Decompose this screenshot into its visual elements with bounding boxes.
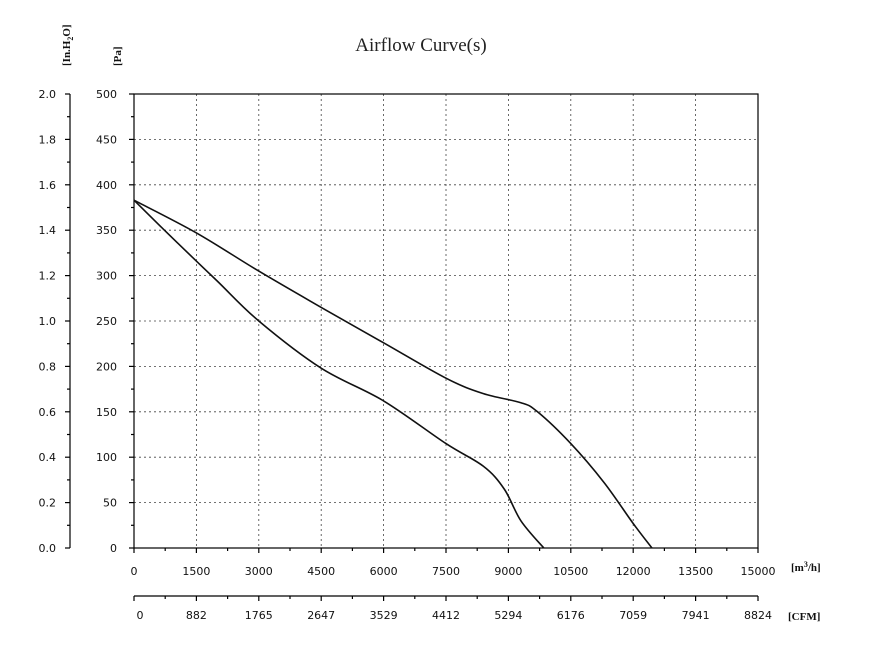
m3h-axis: 0 1500 3000 4500 6000 7500 9000 10500 12000 13500… (131, 548, 776, 578)
m3h-unit-main: [m (791, 562, 804, 574)
cfm-tick-label: 8824 (744, 609, 772, 622)
m3h-tick-label: 7500 (432, 565, 460, 578)
pa-tick-label: 150 (96, 406, 117, 419)
pa-tick-label: 100 (96, 451, 117, 464)
inh2o-unit-main: [In.H (61, 40, 73, 66)
svg-text:[Pa]: [Pa] (112, 46, 124, 66)
inh2o-tick-label: 0.2 (39, 497, 57, 510)
pa-tick-label: 400 (96, 179, 117, 192)
inh2o-tick-label: 1.0 (39, 315, 57, 328)
inh2o-tick-label: 1.8 (39, 133, 57, 146)
cfm-tick-label: 0 (137, 609, 144, 622)
m3h-tick-label: 4500 (307, 565, 335, 578)
inh2o-tick-label: 1.6 (39, 179, 57, 192)
m3h-tick-label: 0 (131, 565, 138, 578)
pa-tick-label: 250 (96, 315, 117, 328)
m3h-unit-sup: 3 (804, 560, 808, 569)
cfm-unit-label: [CFM] (788, 611, 820, 623)
cfm-tick-label: 4412 (432, 609, 460, 622)
inh2o-tick-label: 2.0 (39, 88, 57, 101)
m3h-tick-label: 3000 (245, 565, 273, 578)
inh2o-tick-label: 0.4 (39, 451, 57, 464)
m3h-tick-label: 6000 (370, 565, 398, 578)
cfm-tick-label: 1765 (245, 609, 273, 622)
m3h-unit-label: [m3/h] (791, 560, 821, 574)
inh2o-tick-label: 0.8 (39, 360, 57, 373)
inh2o-tick-label: 0.0 (39, 542, 57, 555)
m3h-tick-label: 1500 (182, 565, 210, 578)
m3h-tick-label: 13500 (678, 565, 713, 578)
pa-tick-label: 450 (96, 133, 117, 146)
inh2o-axis: 0.0 0.2 0.4 0.6 0.8 1.0 1.2 1.4 1.6 1.8 2.0 (39, 88, 71, 555)
m3h-tick-label: 9000 (494, 565, 522, 578)
pa-tick-label: 300 (96, 270, 117, 283)
inh2o-unit-label: [In.H2O] (61, 24, 75, 66)
cfm-tick-label: 5294 (494, 609, 522, 622)
m3h-tick-label: 15000 (741, 565, 776, 578)
airflow-curve-1 (133, 199, 653, 549)
inh2o-unit-end: O] (61, 24, 73, 36)
inh2o-tick-label: 0.6 (39, 406, 57, 419)
cfm-tick-label: 7941 (682, 609, 710, 622)
pa-axis: 0 50 100 150 200 250 300 350 400 450 500 (96, 88, 134, 555)
inh2o-unit-sub: 2 (66, 37, 75, 41)
m3h-tick-label: 10500 (553, 565, 588, 578)
inh2o-tick-label: 1.4 (39, 224, 57, 237)
airflow-curve-2 (133, 199, 545, 549)
pa-tick-label: 0 (110, 542, 117, 555)
cfm-tick-label: 3529 (370, 609, 398, 622)
svg-text:[In.H2O]: [In.H2O] (61, 24, 75, 66)
m3h-unit-end: /h] (807, 562, 821, 574)
cfm-tick-label: 6176 (557, 609, 585, 622)
pa-tick-label: 200 (96, 360, 117, 373)
pa-tick-label: 50 (103, 497, 117, 510)
cfm-tick-label: 7059 (619, 609, 647, 622)
grid-lines (134, 94, 758, 548)
inh2o-tick-label: 1.2 (39, 270, 57, 283)
cfm-tick-label: 2647 (307, 609, 335, 622)
pa-tick-label: 350 (96, 224, 117, 237)
cfm-tick-label: 882 (186, 609, 207, 622)
chart-title: Airflow Curve(s) (355, 35, 486, 56)
pa-unit-label: [Pa] (112, 46, 124, 66)
m3h-tick-label: 12000 (616, 565, 651, 578)
cfm-axis: 0 882 1765 2647 3529 4412 5294 6176 7059 7941 8824 (133, 595, 772, 622)
pa-tick-label: 500 (96, 88, 117, 101)
curve-series-group (133, 199, 653, 549)
